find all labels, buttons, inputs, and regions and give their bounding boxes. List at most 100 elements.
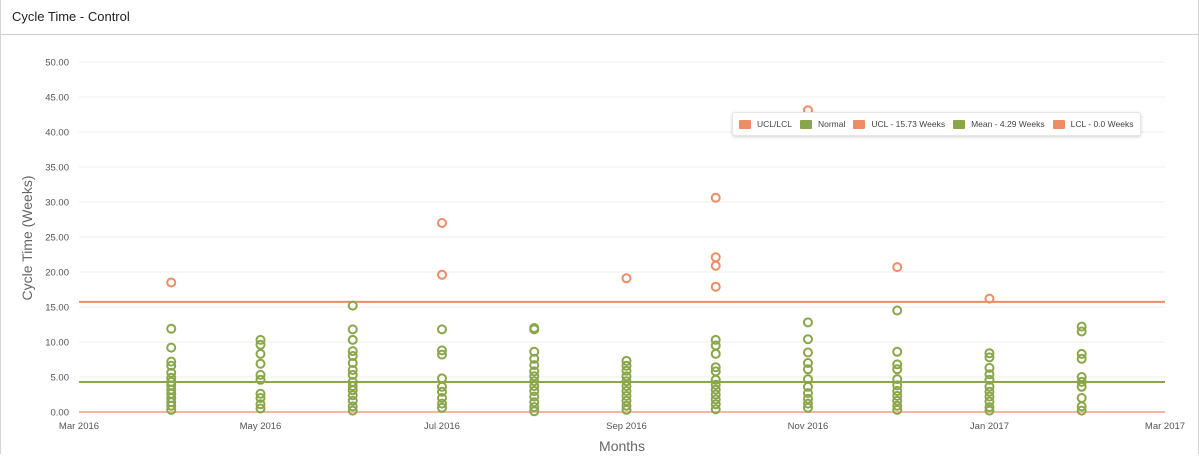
normal-point[interactable] <box>347 324 358 335</box>
normal-point[interactable] <box>529 397 540 408</box>
normal-point[interactable] <box>984 402 995 413</box>
normal-point[interactable] <box>621 371 632 382</box>
normal-point[interactable] <box>802 347 813 358</box>
normal-point[interactable] <box>984 352 995 363</box>
normal-point[interactable] <box>166 356 177 367</box>
normal-point[interactable] <box>621 395 632 406</box>
normal-point[interactable] <box>529 381 540 392</box>
normal-point[interactable] <box>255 388 266 399</box>
normal-point[interactable] <box>436 349 447 360</box>
normal-point[interactable] <box>255 393 266 403</box>
normal-point[interactable] <box>621 360 632 371</box>
outlier-point[interactable] <box>984 293 995 304</box>
normal-point[interactable] <box>347 334 358 345</box>
normal-point[interactable] <box>436 345 447 356</box>
legend-item[interactable]: Normal <box>799 119 845 129</box>
normal-point[interactable] <box>621 390 632 401</box>
normal-point[interactable] <box>710 340 721 351</box>
normal-point[interactable] <box>255 334 266 345</box>
normal-point[interactable] <box>710 384 721 395</box>
normal-point[interactable] <box>347 346 358 357</box>
normal-point[interactable] <box>529 366 540 377</box>
outlier-point[interactable] <box>436 269 447 280</box>
normal-point[interactable] <box>255 369 266 380</box>
normal-point[interactable] <box>984 381 995 392</box>
normal-point[interactable] <box>892 380 903 391</box>
normal-point[interactable] <box>984 386 995 397</box>
normal-point[interactable] <box>347 385 358 396</box>
normal-point[interactable] <box>621 404 632 415</box>
normal-point[interactable] <box>710 348 721 359</box>
normal-point[interactable] <box>347 405 358 416</box>
normal-point[interactable] <box>892 364 903 375</box>
normal-point[interactable] <box>710 366 721 377</box>
normal-point[interactable] <box>892 390 903 401</box>
legend-item[interactable]: LCL - 0.0 Weeks <box>1052 119 1133 129</box>
outlier-point[interactable] <box>710 252 721 263</box>
normal-point[interactable] <box>1076 393 1087 403</box>
normal-point[interactable] <box>529 402 540 413</box>
normal-point[interactable] <box>710 399 721 410</box>
normal-point[interactable] <box>166 400 177 411</box>
normal-point[interactable] <box>802 334 813 345</box>
legend-item[interactable]: Mean - 4.29 Weeks <box>953 119 1045 129</box>
outlier-point[interactable] <box>166 277 177 288</box>
normal-point[interactable] <box>1076 372 1087 382</box>
normal-point[interactable] <box>166 323 177 334</box>
normal-point[interactable] <box>892 400 903 411</box>
legend-item[interactable]: UCL/LCL <box>739 119 792 129</box>
normal-point[interactable] <box>710 334 721 345</box>
outlier-point[interactable] <box>436 218 447 228</box>
outlier-point[interactable] <box>892 262 903 273</box>
normal-point[interactable] <box>1076 376 1087 387</box>
normal-point[interactable] <box>166 404 177 415</box>
normal-point[interactable] <box>802 358 813 368</box>
normal-point[interactable] <box>255 348 266 359</box>
normal-point[interactable] <box>802 402 813 413</box>
normal-point[interactable] <box>529 386 540 396</box>
normal-point[interactable] <box>802 388 813 399</box>
normal-point[interactable] <box>347 395 358 406</box>
normal-point[interactable] <box>436 373 447 384</box>
normal-point[interactable] <box>621 365 632 376</box>
normal-point[interactable] <box>436 393 447 403</box>
legend-item[interactable]: UCL - 15.73 Weeks <box>853 119 945 129</box>
normal-point[interactable] <box>892 359 903 370</box>
normal-point[interactable] <box>166 342 177 353</box>
normal-point[interactable] <box>436 402 447 413</box>
normal-point[interactable] <box>529 360 540 371</box>
normal-point[interactable] <box>621 381 632 392</box>
normal-point[interactable] <box>1076 348 1087 359</box>
normal-point[interactable] <box>710 362 721 373</box>
normal-point[interactable] <box>529 324 540 335</box>
normal-point[interactable] <box>347 390 358 401</box>
normal-point[interactable] <box>802 381 813 392</box>
normal-point[interactable] <box>892 386 903 396</box>
normal-point[interactable] <box>621 355 632 366</box>
normal-point[interactable] <box>255 403 266 414</box>
normal-point[interactable] <box>1076 321 1087 332</box>
outlier-point[interactable] <box>710 281 721 292</box>
normal-point[interactable] <box>892 395 903 406</box>
outlier-point[interactable] <box>621 273 632 284</box>
normal-point[interactable] <box>529 406 540 417</box>
outlier-point[interactable] <box>710 192 721 203</box>
normal-point[interactable] <box>802 317 813 328</box>
normal-point[interactable] <box>892 305 903 316</box>
normal-point[interactable] <box>710 389 721 400</box>
normal-point[interactable] <box>984 362 995 373</box>
normal-point[interactable] <box>255 358 266 369</box>
normal-point[interactable] <box>892 374 903 385</box>
normal-point[interactable] <box>984 396 995 407</box>
normal-point[interactable] <box>436 324 447 335</box>
outlier-point[interactable] <box>710 260 721 271</box>
normal-point[interactable] <box>529 371 540 382</box>
normal-point[interactable] <box>255 399 266 410</box>
normal-point[interactable] <box>621 386 632 396</box>
normal-point[interactable] <box>529 376 540 387</box>
normal-point[interactable] <box>347 381 358 392</box>
normal-point[interactable] <box>347 300 358 311</box>
normal-point[interactable] <box>984 391 995 402</box>
normal-point[interactable] <box>1076 381 1087 392</box>
normal-point[interactable] <box>347 365 358 375</box>
